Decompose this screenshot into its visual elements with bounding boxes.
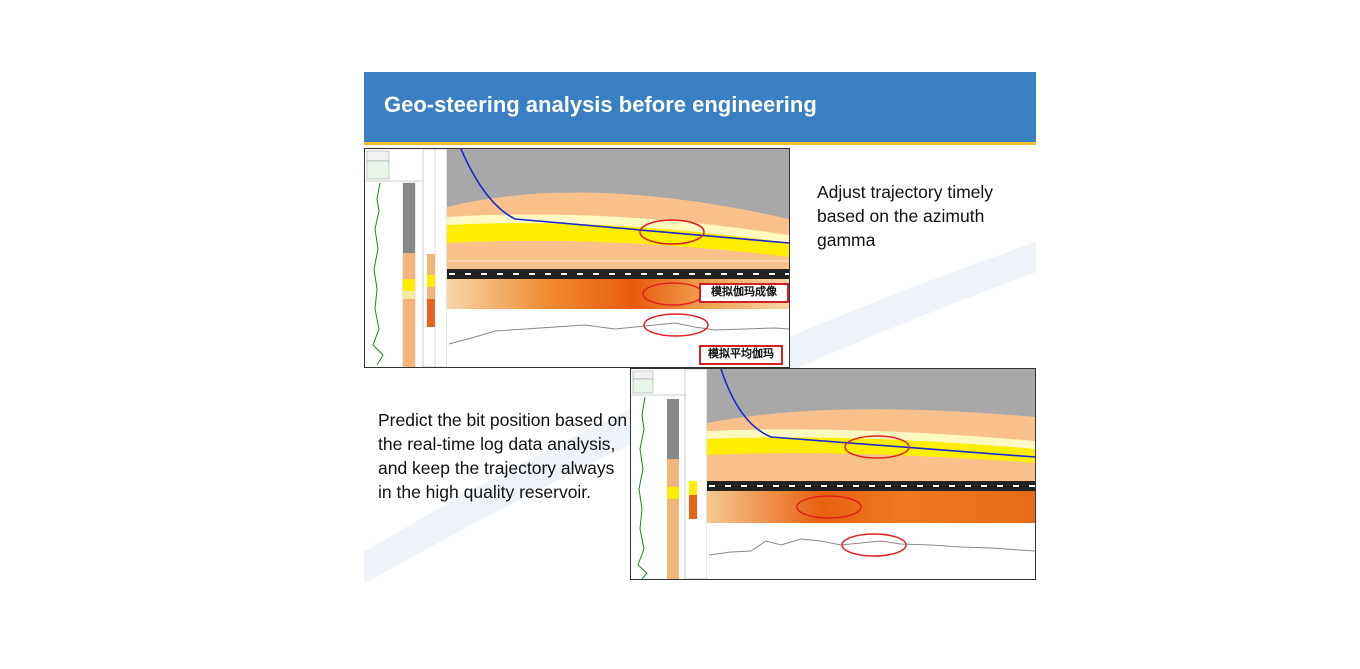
geosteering-panel-bottom [630, 368, 1036, 580]
text-bottom: Predict the bit position based on the re… [378, 410, 628, 502]
geosteering-panel-top: 模拟伽玛成像 模拟平均伽玛 [364, 148, 790, 368]
slide-title: Geo-steering analysis before engineering [384, 92, 817, 117]
geosteering-graphic-top [365, 149, 789, 367]
gamma-log-curve [372, 182, 384, 366]
text-top: Adjust trajectory timely based on the az… [817, 182, 994, 250]
background-swoosh [364, 242, 1036, 584]
trajectory-line [460, 149, 789, 244]
simulated-gamma-image-label: 模拟伽玛成像 [699, 283, 789, 303]
geosteering-graphic-bottom [631, 369, 1035, 579]
highlight-ellipse [639, 219, 705, 245]
title-bar: Geo-steering analysis before engineering [364, 72, 1036, 142]
simulated-average-gamma-label: 模拟平均伽玛 [699, 345, 783, 365]
title-accent-line [364, 142, 1036, 145]
slide: Geo-steering analysis before engineering… [364, 72, 1036, 584]
